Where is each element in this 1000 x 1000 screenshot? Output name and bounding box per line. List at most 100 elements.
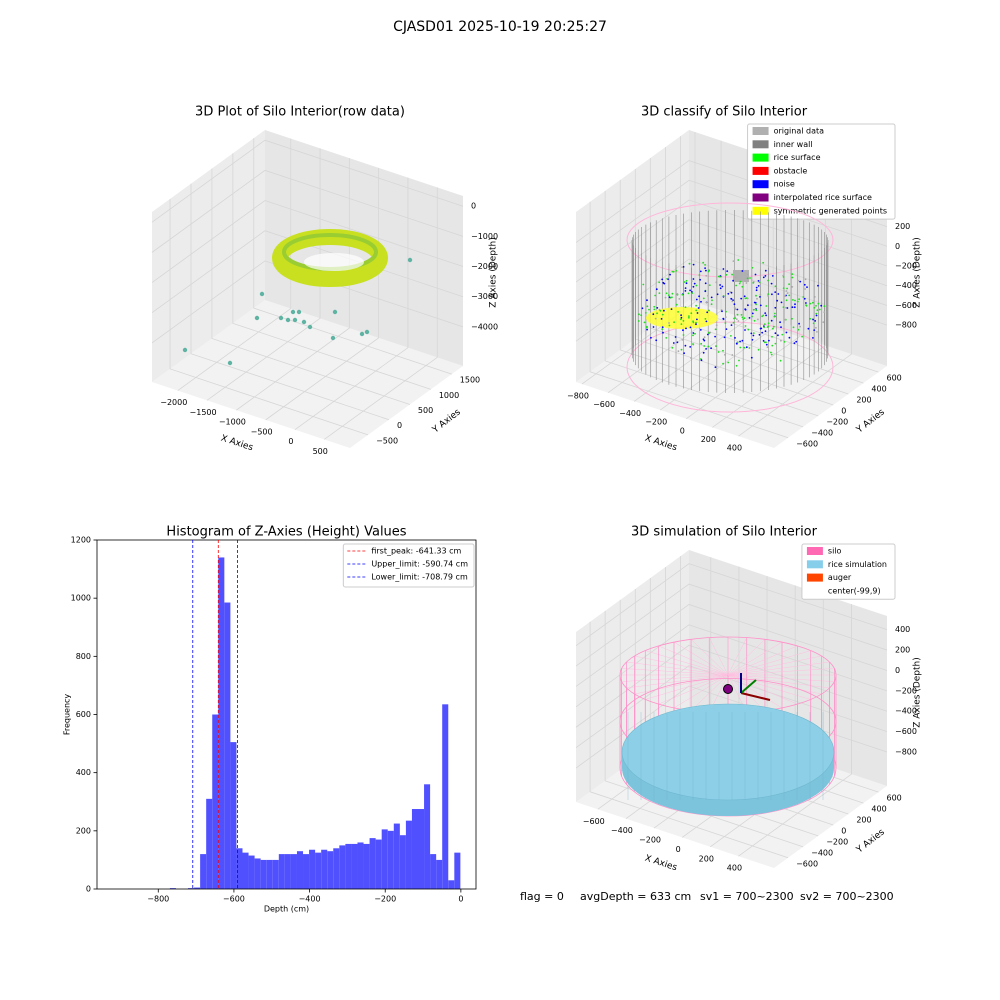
legend	[801, 543, 896, 600]
x-tick-label: 0	[288, 437, 293, 446]
class-point	[820, 304, 823, 307]
z-tick-label: −3000	[471, 292, 498, 301]
grid-line	[151, 260, 464, 344]
class-point	[807, 327, 810, 330]
class-point	[656, 312, 658, 315]
z-tick-label: −2000	[471, 262, 498, 271]
class-point	[774, 332, 777, 335]
class-point	[791, 317, 793, 320]
class-point	[738, 282, 741, 285]
class-point	[750, 332, 753, 335]
class-point	[710, 303, 713, 306]
x-axis-label: Depth (cm)	[264, 905, 309, 914]
class-point	[641, 307, 644, 310]
original-patch	[733, 270, 749, 282]
status-text: flag = 0	[520, 890, 564, 903]
class-point	[733, 306, 736, 309]
z-tick-label: −200	[895, 262, 917, 271]
class-point	[748, 347, 751, 349]
class-point	[813, 329, 816, 331]
bar	[424, 784, 431, 889]
grid-line	[575, 583, 888, 667]
class-point	[818, 308, 821, 311]
bar	[224, 602, 231, 889]
grid-line	[575, 199, 888, 283]
grid-line	[575, 624, 888, 708]
class-point	[681, 339, 684, 341]
class-point	[786, 287, 788, 290]
class-point	[665, 337, 668, 339]
class-point	[803, 283, 806, 286]
class-point	[704, 282, 707, 285]
class-point	[744, 297, 747, 300]
bar	[405, 820, 412, 889]
class-point	[774, 342, 777, 345]
class-point	[783, 341, 786, 343]
class-point	[699, 329, 702, 331]
status-text: sv2 = 700~2300	[800, 890, 894, 903]
raw-point	[254, 315, 260, 321]
class-point	[799, 280, 802, 283]
legend-label: rice surface	[774, 153, 821, 162]
silo-wire	[727, 645, 798, 676]
class-point	[751, 266, 754, 269]
class-point	[719, 284, 721, 286]
grid-line	[680, 136, 879, 373]
class-point	[739, 346, 742, 349]
class-point	[688, 315, 690, 317]
class-point	[715, 345, 717, 347]
y-tick-label: 600	[886, 374, 901, 383]
class-point	[682, 320, 685, 322]
grid-line	[581, 131, 696, 385]
class-point	[762, 276, 765, 279]
bar	[278, 854, 285, 889]
x-tick-label: −200	[374, 895, 396, 904]
status-text: sv1 = 700~2300	[700, 890, 794, 903]
z-tick-label: −800	[895, 748, 917, 757]
class-point	[736, 342, 738, 345]
grid-line	[151, 230, 464, 314]
class-point	[739, 280, 742, 283]
bar	[188, 888, 195, 889]
grid-line	[323, 187, 438, 440]
class-point	[773, 315, 776, 318]
class-point	[774, 306, 777, 309]
class-point	[796, 300, 799, 303]
bar	[345, 843, 352, 889]
grid-line	[604, 610, 804, 848]
class-point	[786, 292, 789, 294]
auger-y	[740, 679, 757, 694]
raw-point	[359, 331, 365, 337]
class-point	[721, 285, 724, 288]
bar	[260, 859, 267, 889]
class-point	[725, 328, 728, 330]
class-point	[764, 275, 767, 277]
class-point	[725, 273, 728, 276]
bar	[236, 848, 243, 889]
class-point	[767, 322, 770, 325]
grid-line	[575, 219, 888, 303]
status-text: avgDepth = 633 cm	[580, 890, 691, 903]
legend: first_peak: -641.33 cm Upper_limit: -590.…	[342, 543, 475, 588]
z-tick-label: −400	[895, 707, 917, 716]
panel-title: 3D classify of Silo Interior	[641, 105, 808, 120]
bar	[290, 854, 297, 889]
class-point	[770, 351, 772, 354]
x-tick-label: 400	[727, 864, 742, 873]
class-point	[756, 297, 758, 300]
raw-point	[332, 309, 338, 315]
class-point	[784, 318, 787, 321]
z-axis-label: Z Axies (Depth)	[913, 237, 923, 308]
grid-line	[575, 179, 888, 263]
legend-box	[801, 543, 896, 600]
y-tick-label: −400	[811, 428, 833, 437]
class-point	[662, 331, 664, 334]
class-point	[661, 326, 664, 329]
class-point	[753, 301, 756, 304]
x-tick-label: −800	[147, 895, 169, 904]
class-point	[699, 270, 702, 273]
y-tick-label: −400	[811, 848, 833, 857]
silo-wire	[709, 637, 729, 676]
grid-line	[575, 239, 888, 322]
